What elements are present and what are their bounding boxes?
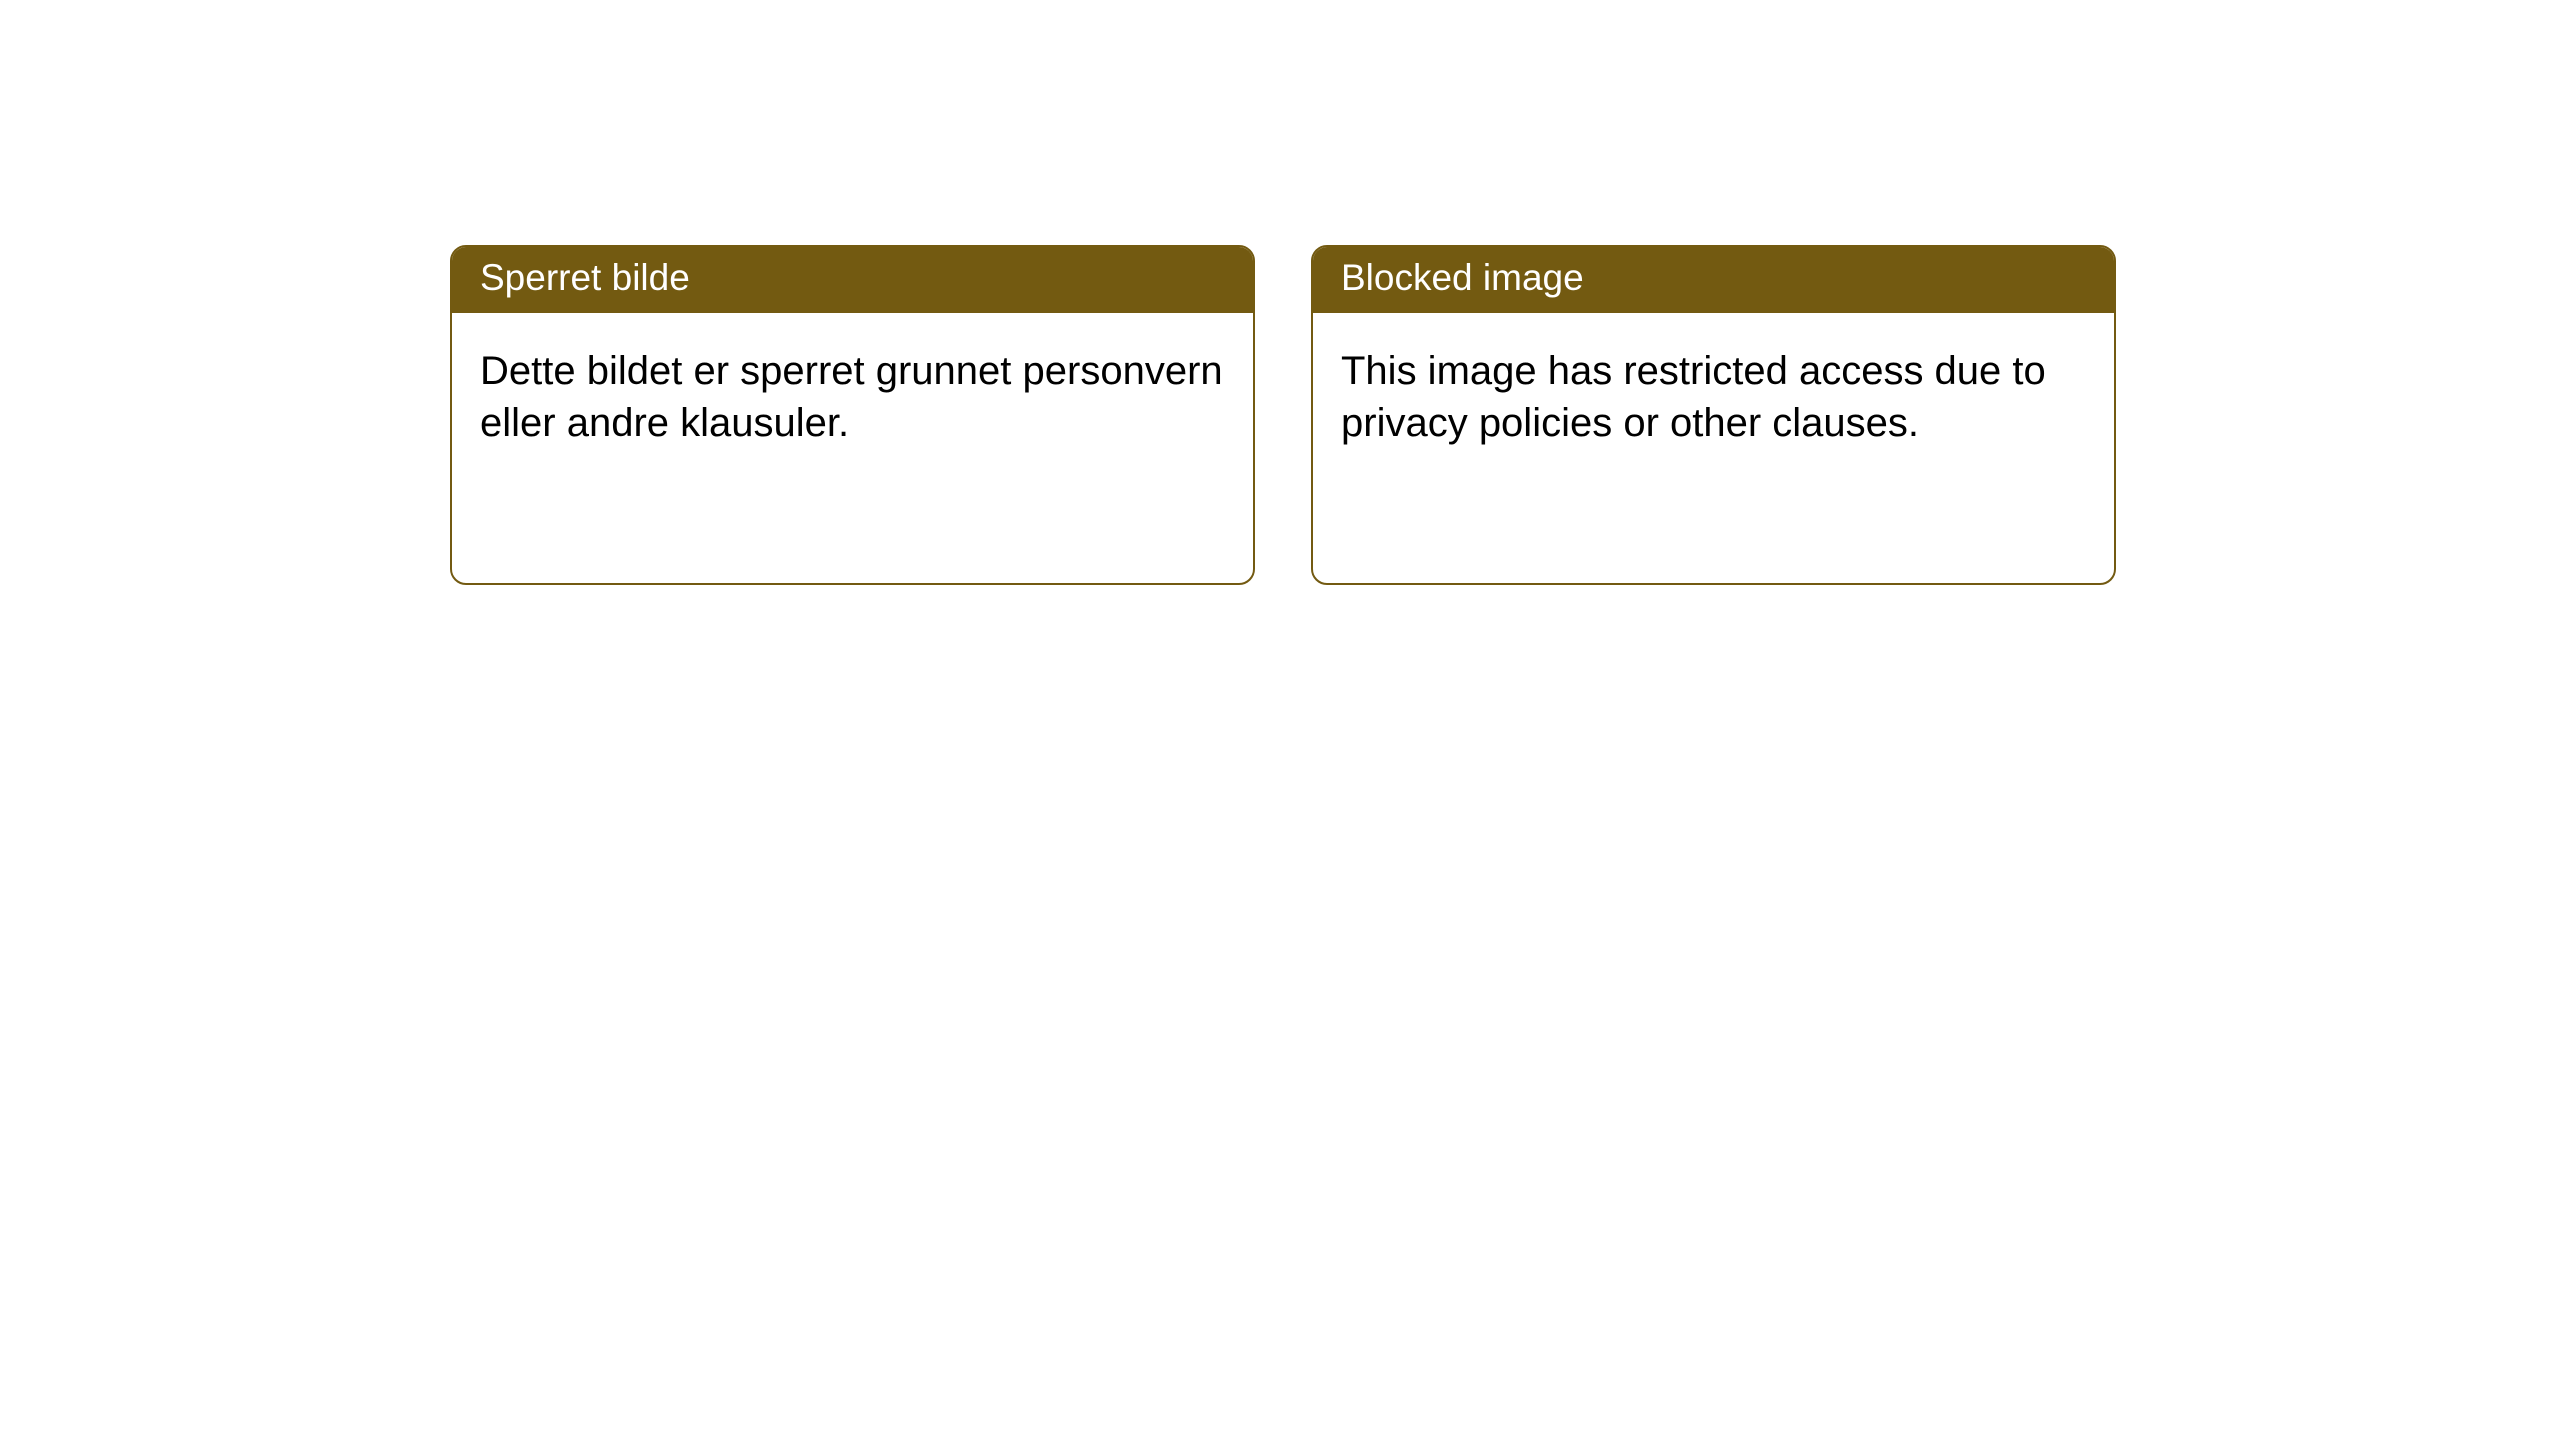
card-header: Blocked image — [1313, 247, 2114, 313]
card-body-text: Dette bildet er sperret grunnet personve… — [480, 349, 1223, 445]
card-body: This image has restricted access due to … — [1313, 313, 2114, 481]
card-title: Blocked image — [1341, 257, 1584, 298]
card-header: Sperret bilde — [452, 247, 1253, 313]
notice-container: Sperret bilde Dette bildet er sperret gr… — [0, 0, 2560, 585]
card-body-text: This image has restricted access due to … — [1341, 349, 2046, 445]
notice-card-norwegian: Sperret bilde Dette bildet er sperret gr… — [450, 245, 1255, 585]
notice-card-english: Blocked image This image has restricted … — [1311, 245, 2116, 585]
card-title: Sperret bilde — [480, 257, 690, 298]
card-body: Dette bildet er sperret grunnet personve… — [452, 313, 1253, 481]
